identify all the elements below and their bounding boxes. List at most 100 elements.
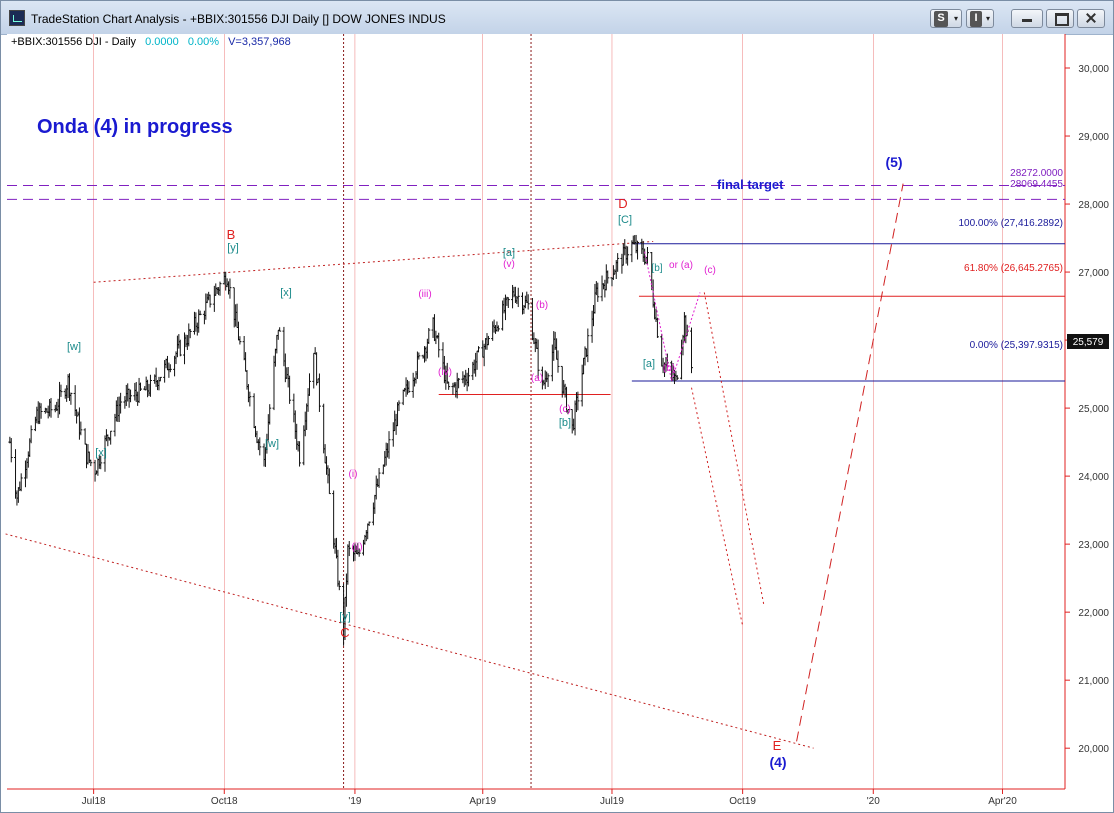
fib-618-label: 61.80% (26,645.2765) bbox=[964, 263, 1063, 274]
price-tick-label: 20,000 bbox=[1078, 744, 1109, 755]
ohlc-bar bbox=[198, 310, 202, 316]
ohlc-bar bbox=[337, 580, 341, 591]
time-tick-label: Oct18 bbox=[211, 796, 238, 807]
wave-iii-label: (iii) bbox=[418, 289, 431, 300]
target-1-label: 28272.0000 bbox=[1010, 168, 1063, 179]
final-target-label: final target bbox=[717, 177, 784, 192]
chevron-down-icon: ▾ bbox=[985, 14, 990, 23]
ohlc-bar bbox=[397, 400, 401, 412]
target-2-label: 28069.4455 bbox=[1010, 179, 1063, 190]
ohlc-bar bbox=[506, 297, 510, 309]
time-axis: Jul18 Oct18 '19 Apr19 Jul19 Oct19 '20 Apr'20 bbox=[82, 789, 1017, 807]
ohlc-bar bbox=[417, 352, 421, 360]
ohlc-bar bbox=[596, 282, 600, 302]
ohlc-bar bbox=[208, 294, 212, 308]
ohlc-bar bbox=[148, 374, 152, 397]
wave-b2-sq-label: [b] bbox=[651, 263, 662, 274]
price-tick-label: 27,000 bbox=[1078, 268, 1109, 279]
ohlc-bar bbox=[69, 392, 73, 405]
ohlc-bar bbox=[546, 373, 550, 387]
ohlc-bar bbox=[298, 441, 302, 467]
ohlc-bar bbox=[347, 541, 351, 557]
ohlc-bar bbox=[218, 281, 222, 296]
headline-annotation: Onda (4) in progress bbox=[37, 116, 233, 138]
wave-C-label: C bbox=[340, 625, 349, 640]
wave-c2-par-label: (c) bbox=[704, 265, 716, 276]
grid bbox=[93, 34, 1003, 789]
maximize-icon bbox=[1055, 13, 1069, 26]
ohlc-bar bbox=[476, 346, 480, 353]
price-chart[interactable]: 20,00021,00022,00023,00024,00025,00026,0… bbox=[1, 34, 1113, 813]
ohlc-bar bbox=[49, 397, 53, 418]
ohlc-bar bbox=[89, 459, 93, 467]
title-bar[interactable]: TradeStation Chart Analysis - +BBIX:3015… bbox=[1, 1, 1113, 35]
level-lines bbox=[7, 185, 1065, 395]
symbol-label: +BBIX:301556 DJI - Daily bbox=[11, 36, 137, 48]
ohlc-bar bbox=[248, 391, 252, 407]
wave-4-to-5 bbox=[796, 183, 904, 742]
price-tick-label: 23,000 bbox=[1078, 540, 1109, 551]
projected-wave-segment bbox=[671, 292, 701, 382]
percent-change: 0.00% bbox=[187, 36, 220, 48]
close-button[interactable] bbox=[1077, 9, 1105, 28]
minimize-button[interactable] bbox=[1011, 9, 1043, 28]
time-tick-label: Oct19 bbox=[729, 796, 756, 807]
time-tick-label: Apr'20 bbox=[988, 796, 1017, 807]
ohlc-bar bbox=[457, 377, 461, 389]
trendlines bbox=[5, 240, 814, 749]
ohlc-bar bbox=[556, 350, 560, 373]
ohlc-bar bbox=[29, 425, 33, 444]
wave-b-par-label: (b) bbox=[536, 300, 548, 311]
time-tick-label: '20 bbox=[867, 796, 880, 807]
ohlc-bar bbox=[188, 328, 192, 339]
ohlc-bar bbox=[59, 384, 63, 397]
price-axis: 20,00021,00022,00023,00024,00025,00026,0… bbox=[1065, 64, 1109, 755]
ohlc-bar bbox=[307, 373, 311, 396]
ohlc-bar bbox=[645, 246, 649, 265]
ohlc-bar bbox=[119, 392, 123, 414]
last-price-label: 25,579 bbox=[1073, 337, 1104, 348]
wave-D-label: D bbox=[618, 196, 627, 211]
ohlc-bar bbox=[636, 240, 640, 260]
chevron-down-icon: ▾ bbox=[953, 14, 958, 23]
fib-0-label: 0.00% (25,397.9315) bbox=[970, 340, 1063, 351]
wave-ii-label: (ii) bbox=[351, 542, 362, 553]
ohlc-bar bbox=[258, 437, 262, 456]
ohlc-bar bbox=[367, 521, 371, 526]
projection-2 bbox=[703, 292, 765, 606]
close-icon bbox=[1086, 13, 1096, 23]
s-label: S bbox=[934, 11, 948, 27]
ohlc-bar bbox=[486, 335, 490, 346]
ohlc-bar bbox=[437, 332, 441, 358]
last-price-marker bbox=[1067, 334, 1109, 349]
price-tick-label: 28,000 bbox=[1078, 200, 1109, 211]
wave-a-par-label: (a) bbox=[531, 373, 543, 384]
minimize-icon bbox=[1022, 19, 1032, 22]
maximize-button[interactable] bbox=[1046, 9, 1074, 28]
ohlc-bar bbox=[129, 389, 133, 403]
plot-area[interactable] bbox=[7, 34, 1065, 789]
ohlc-bar bbox=[168, 364, 172, 373]
i-menu-button[interactable]: I ▾ bbox=[966, 9, 994, 28]
ohlc-bar bbox=[99, 455, 103, 470]
wave-w2-label: [w] bbox=[265, 438, 279, 450]
ohlc-bar bbox=[447, 381, 451, 390]
ohlc-bar bbox=[357, 548, 361, 557]
ohlc-bar bbox=[616, 253, 620, 272]
ohlc-bar bbox=[377, 468, 381, 488]
wave-4-label: (4) bbox=[769, 754, 786, 770]
ohlc-bar bbox=[158, 376, 162, 382]
ohlc-bar bbox=[138, 382, 142, 392]
wave-y-label: [y] bbox=[227, 242, 239, 254]
window-title: TradeStation Chart Analysis - +BBIX:3015… bbox=[31, 12, 446, 26]
ohlc-bar bbox=[690, 327, 694, 374]
wave-a2-sq-label: [a] bbox=[643, 358, 655, 370]
ohlc-bar bbox=[317, 373, 321, 412]
symbol-info-bar: +BBIX:301556 DJI - Daily 0.0000 0.00% V=… bbox=[11, 36, 297, 48]
s-menu-button[interactable]: S ▾ bbox=[930, 9, 962, 28]
ohlc-bar bbox=[586, 328, 590, 363]
ohlc-bar bbox=[626, 246, 630, 266]
price-tick-label: 30,000 bbox=[1078, 64, 1109, 75]
price-tick-label: 29,000 bbox=[1078, 132, 1109, 143]
wave-x2-label: [x] bbox=[280, 287, 292, 299]
